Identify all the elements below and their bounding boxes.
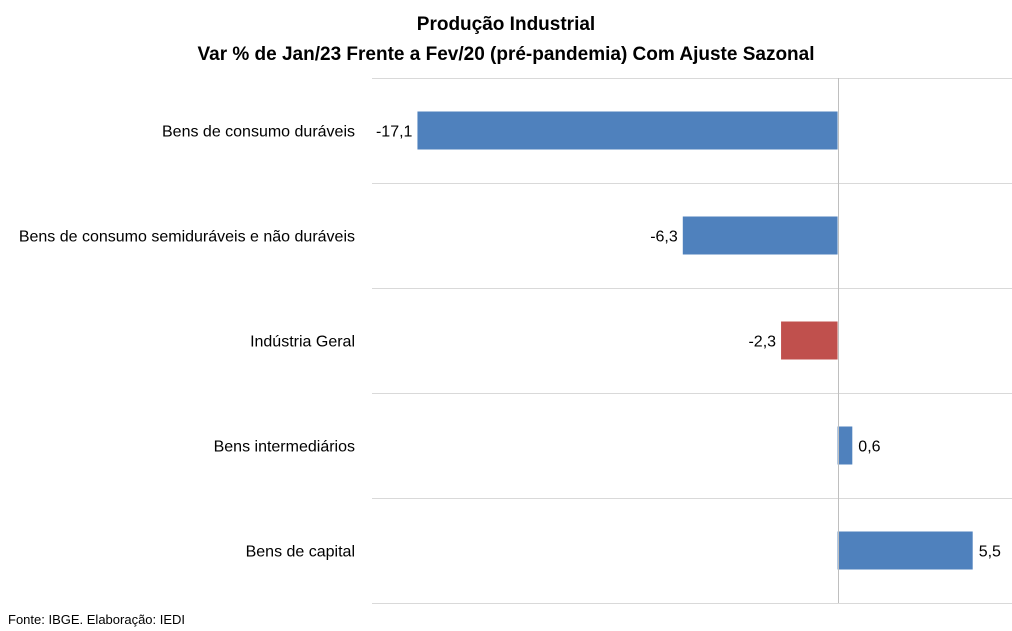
- data-label: 0,6: [858, 439, 880, 456]
- data-label: -2,3: [748, 334, 776, 351]
- chart-title: Produção Industrial: [416, 14, 596, 35]
- data-label: 5,5: [979, 544, 1001, 561]
- bar: [837, 426, 853, 465]
- bar: [682, 216, 838, 255]
- category-label: Bens de capital: [246, 544, 355, 561]
- bar: [781, 321, 838, 360]
- chart-subtitle: Var % de Jan/23 Frente a Fev/20 (pré-pan…: [197, 44, 815, 65]
- data-label: -6,3: [650, 229, 678, 246]
- category-label: Bens intermediários: [214, 439, 355, 456]
- bar: [837, 531, 973, 570]
- bar: [417, 111, 838, 150]
- source-note: Fonte: IBGE. Elaboração: IEDI: [8, 612, 186, 627]
- category-label: Bens de consumo semiduráveis e não duráv…: [19, 229, 355, 246]
- category-label: Indústria Geral: [250, 334, 355, 351]
- category-label: Bens de consumo duráveis: [162, 124, 355, 141]
- data-label: -17,1: [376, 124, 413, 141]
